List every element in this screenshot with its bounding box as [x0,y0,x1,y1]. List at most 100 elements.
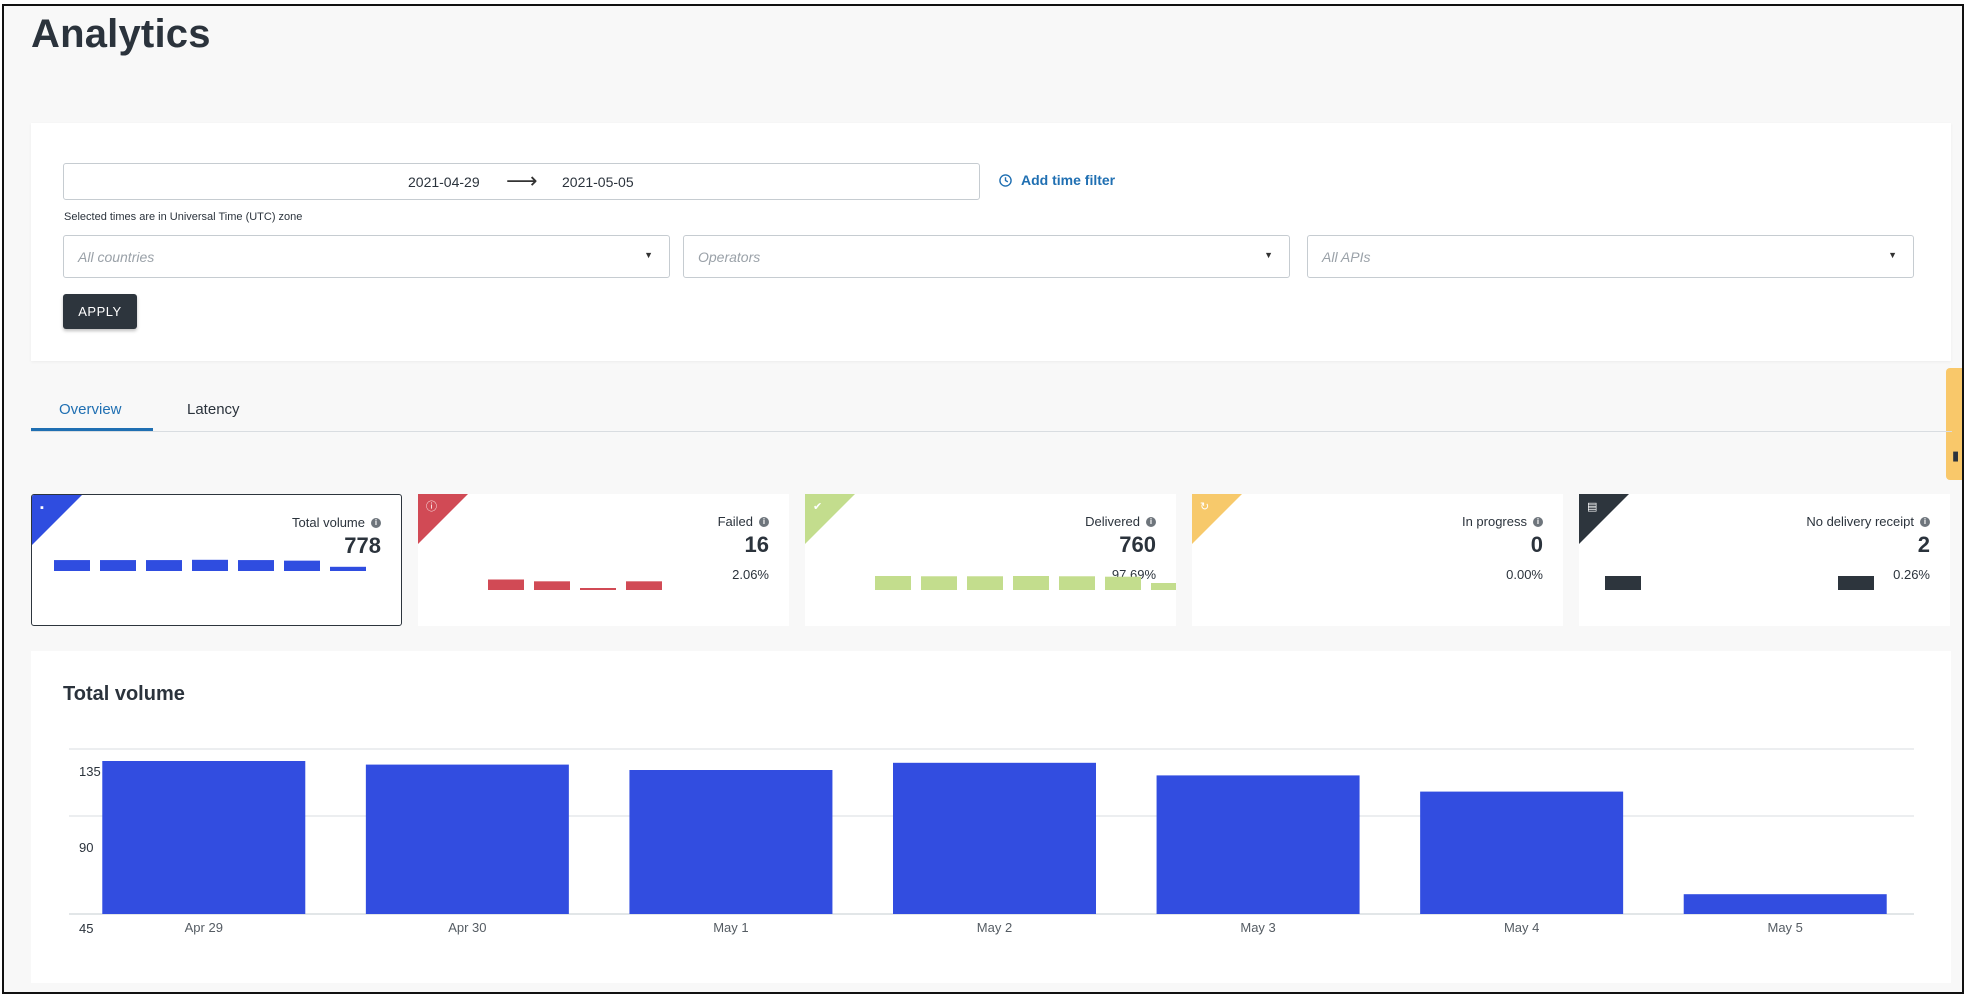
active-tab-indicator [31,428,153,431]
total-volume-chart-card: Total volume 135 90 45 Apr 29 Apr 30 May 1 May… [31,651,1951,983]
kpi-value: 778 [344,533,381,558]
spark-bar [100,560,136,571]
kpi-label: Delivered i [1085,514,1156,529]
kpi-label: Failed i [718,514,769,529]
spark-bar [146,560,182,571]
add-time-filter-link[interactable]: Add time filter [999,172,1115,188]
refresh-icon: ↻ [1200,501,1210,513]
kpi-value: 0 [1530,532,1543,557]
bar[interactable] [1683,894,1887,914]
spark-bar [1059,576,1095,590]
alert-circle-icon: ⓘ [426,501,437,513]
document-icon: ▤ [1587,501,1598,513]
info-icon[interactable]: i [371,517,381,528]
kpi-card-failed[interactable]: ⓘ Failed i 16 2.06% [418,494,789,626]
kpi-label-text: In progress [1461,514,1527,529]
kpi-corner [805,494,855,544]
x-tick-label: Apr 29 [185,920,223,935]
tab-overview[interactable]: Overview [59,401,122,418]
kpi-value: 16 [744,532,769,557]
operators-placeholder: Operators [698,249,761,265]
info-icon[interactable]: i [1146,516,1156,527]
check-circle-icon: ✔ [813,501,823,513]
date-range-picker[interactable]: 2021-04-29 ⟶ 2021-05-05 [63,163,980,200]
operators-select[interactable]: Operators ▼ [683,235,1290,278]
kpi-sparkline [875,576,1176,590]
bar[interactable] [893,762,1096,914]
spark-bar [534,581,570,590]
clock-icon [999,173,1012,187]
spark-bar [1605,576,1641,590]
kpi-card-delivered[interactable]: ✔ Delivered i 760 97.69% [805,494,1176,626]
arrow-right-icon: ⟶ [506,168,538,193]
x-tick-label: May 5 [1768,920,1803,935]
countries-placeholder: All countries [78,249,155,265]
spark-bar [238,560,274,571]
x-tick-label: May 2 [977,920,1012,935]
x-tick-label: Apr 30 [448,920,486,935]
y-tick-label: 135 [79,764,101,779]
kpi-corner [1579,494,1629,544]
kpi-label-text: Failed [717,514,753,529]
date-start[interactable]: 2021-04-29 [408,174,480,190]
kpi-label-text: Total volume [292,515,365,530]
chat-bubble-icon: ▪ [40,502,44,514]
total-volume-bar-chart: 135 90 45 Apr 29 Apr 30 May 1 May 2 May 3 May 4 M… [69,748,1914,936]
info-icon[interactable]: i [1533,516,1543,527]
tab-latency[interactable]: Latency [187,401,240,418]
bar[interactable] [102,761,306,914]
analytics-window: Analytics ▮ 2021-04-29 ⟶ 2021-05-05 Add … [2,4,1964,994]
apis-select[interactable]: All APIs ▼ [1307,235,1914,278]
kpi-sparkline [1605,576,1874,590]
spark-bar [1838,576,1874,590]
x-tick-label: May 3 [1240,920,1275,935]
bar[interactable] [1156,775,1360,914]
spark-bar [967,576,1003,590]
kpi-card-in-progress[interactable]: ↻ In progress i 0 0.00% [1192,494,1563,626]
spark-bar [1151,583,1176,590]
x-tick-label: May 1 [713,920,748,935]
spark-bar [921,576,957,590]
y-tick-label: 90 [79,840,93,855]
kpi-card-total-volume[interactable]: ▪ Total volume i 778 [31,494,402,626]
kpi-sparkline [488,579,662,590]
bar[interactable] [629,770,833,914]
date-end[interactable]: 2021-05-05 [562,174,634,190]
kpi-label: In progress i [1462,514,1543,529]
kpi-corner [32,495,82,545]
spark-bar [580,588,616,590]
x-tick-label: May 4 [1504,920,1539,935]
info-icon[interactable]: i [759,516,769,527]
apis-placeholder: All APIs [1322,249,1371,265]
kpi-label: No delivery receipt i [1806,514,1930,529]
kpi-label-text: No delivery receipt [1806,514,1914,529]
kpi-sparkline [54,559,366,571]
bar[interactable] [1420,791,1624,914]
spark-bar [330,566,366,571]
spark-bar [54,560,90,571]
kpi-percentage: 0.00% [1506,567,1543,582]
feedback-side-tab[interactable]: ▮ [1946,368,1962,480]
spark-bar [284,560,320,571]
spark-bar [192,559,228,571]
page-title: Analytics [31,12,211,56]
kpi-label-text: Delivered [1085,514,1140,529]
kpi-corner [418,494,468,544]
countries-select[interactable]: All countries ▼ [63,235,670,278]
spark-bar [488,579,524,590]
spark-bar [1013,576,1049,590]
apply-button[interactable]: APPLY [63,294,137,329]
bar[interactable] [365,764,569,914]
kpi-percentage: 2.06% [732,567,769,582]
info-icon[interactable]: i [1920,516,1930,527]
y-tick-label: 45 [79,921,93,936]
kpi-card-no-delivery-receipt[interactable]: ▤ No delivery receipt i 2 0.26% [1579,494,1950,626]
spark-bar [626,581,662,590]
kpi-corner [1192,494,1242,544]
add-time-filter-label: Add time filter [1021,172,1116,188]
tab-bar: Overview Latency [31,391,1952,432]
chevron-down-icon: ▼ [1264,250,1273,260]
utc-note: Selected times are in Universal Time (UT… [64,211,303,223]
kpi-value: 2 [1917,532,1930,557]
chevron-down-icon: ▼ [644,250,653,260]
